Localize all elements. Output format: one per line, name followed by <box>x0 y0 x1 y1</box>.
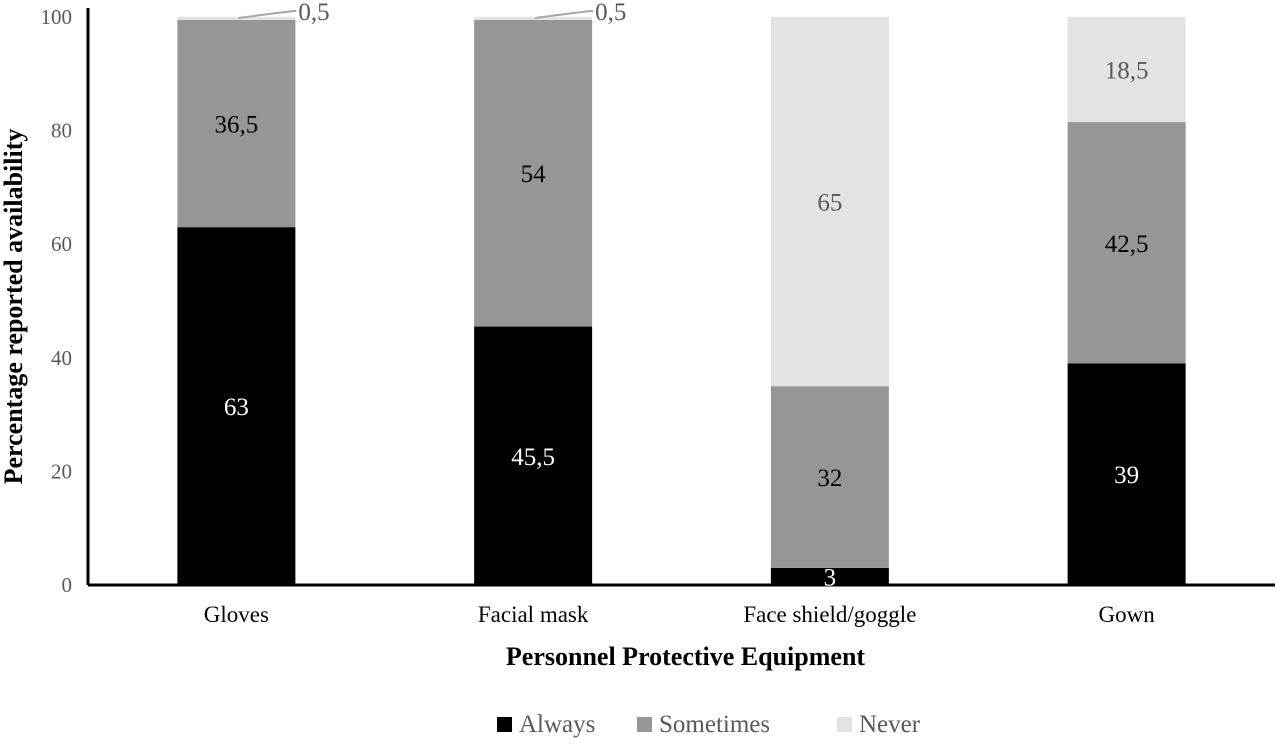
legend-swatch-always <box>497 717 512 732</box>
bar-segment-sometimes <box>1067 122 1186 364</box>
data-label: 63 <box>224 394 249 421</box>
data-label: 32 <box>817 465 842 492</box>
legend-label: Sometimes <box>659 711 770 738</box>
legend: Always Sometimes Never <box>497 711 921 738</box>
data-label: 39 <box>1114 462 1139 489</box>
bar-segment-never <box>177 17 296 20</box>
bar-segment-sometimes <box>177 19 296 228</box>
data-label: 65 <box>817 190 842 217</box>
bar-segment-always <box>177 227 296 585</box>
legend-label: Never <box>859 711 921 738</box>
data-label: 18,5 <box>1105 58 1149 85</box>
bar-segment-never <box>474 17 593 20</box>
axes: 0 20 40 60 80 100 <box>41 5 90 597</box>
leader-line <box>534 10 594 19</box>
y-tick-label: 40 <box>51 346 72 370</box>
data-label: 36,5 <box>215 112 259 139</box>
legend-label: Always <box>519 711 595 738</box>
x-axis-category-labels: Gloves Facial mask Face shield/goggle Gown <box>204 602 1155 627</box>
y-tick-label: 20 <box>51 459 72 483</box>
data-label: 42,5 <box>1105 231 1149 258</box>
leader-line <box>238 10 297 19</box>
y-axis-title: Percentage reported availability <box>0 129 28 485</box>
data-label: 0,5 <box>298 0 329 26</box>
y-tick-label: 0 <box>62 573 73 597</box>
x-category-label: Face shield/goggle <box>743 602 916 627</box>
bar-segment-always <box>1067 363 1186 585</box>
x-axis-title: Personnel Protective Equipment <box>506 642 865 671</box>
bar-segment-always <box>474 326 593 585</box>
legend-swatch-sometimes <box>637 717 652 732</box>
data-labels: 63 36,5 0,5 45,5 54 0,5 3 32 65 39 42,5 18,5 <box>215 0 1149 591</box>
y-tick-label: 80 <box>51 119 72 143</box>
bar-segment-never <box>1067 17 1186 123</box>
x-category-label: Gown <box>1099 602 1156 627</box>
bar-segment-never <box>770 17 889 387</box>
data-label: 3 <box>824 564 837 591</box>
data-label: 45,5 <box>511 444 555 471</box>
y-axis-ticks: 0 20 40 60 80 100 <box>41 5 73 597</box>
legend-swatch-never <box>837 717 852 732</box>
bar-segment-always <box>770 567 889 585</box>
data-label: 54 <box>521 161 547 188</box>
bars <box>177 17 1186 585</box>
y-tick-label: 100 <box>41 5 73 29</box>
data-label: 0,5 <box>595 0 626 26</box>
x-category-label: Gloves <box>204 602 269 627</box>
x-category-label: Facial mask <box>478 602 589 627</box>
bar-segment-sometimes <box>770 386 889 568</box>
bar-segment-sometimes <box>474 19 593 327</box>
y-tick-label: 60 <box>51 232 72 256</box>
